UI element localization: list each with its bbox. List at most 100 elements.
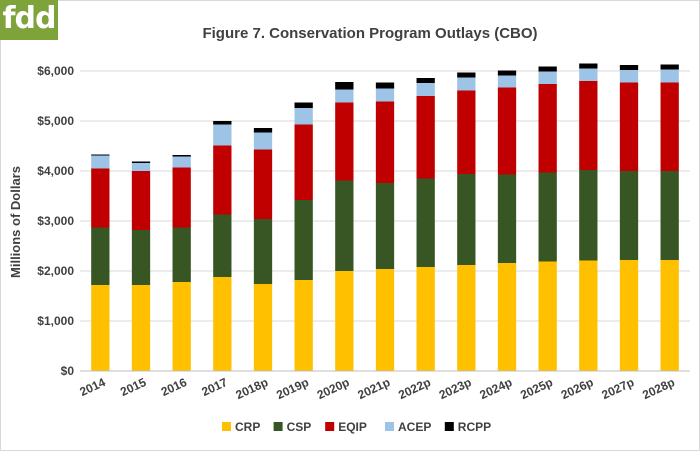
bar-segment-acep-2018p: [253, 132, 273, 150]
bar-segment-eqip-2019p: [294, 124, 313, 200]
bar-segment-csp-2017: [213, 214, 232, 277]
x-tick-label: 2026p: [559, 375, 596, 402]
bar-segment-crp-2020p: [335, 271, 354, 371]
legend-swatch-acep: [385, 422, 394, 431]
bar-segment-acep-2014: [91, 155, 110, 169]
x-tick-label: 2025p: [518, 375, 555, 402]
y-tick-labels: $0 $1,000 $2,000 $3,000 $4,000 $5,000 $6,000: [37, 64, 74, 378]
bar-segment-acep-2020p: [335, 89, 354, 103]
bar-segment-crp-2024p: [497, 263, 517, 371]
bar-segment-acep-2026p: [579, 68, 598, 81]
x-tick-label: 2027p: [600, 375, 637, 402]
bar-segment-csp-2023p: [457, 174, 476, 265]
bar-segment-rcpp-2019p: [294, 102, 313, 108]
legend-swatch-csp: [273, 422, 283, 431]
bar-segment-csp-2019p: [294, 200, 313, 280]
y-tick-label: $6,000: [37, 64, 74, 78]
x-tick-label: 2020p: [315, 375, 352, 402]
legend-label-acep: ACEP: [398, 420, 431, 434]
bar-segment-rcpp-2016: [172, 155, 191, 157]
y-tick-label: $5,000: [37, 114, 74, 128]
x-tick-label: 2017: [199, 375, 229, 399]
bar-segment-acep-2028p: [660, 69, 679, 83]
x-tick-label: 2015: [118, 375, 148, 399]
bar-segment-acep-2019p: [294, 108, 313, 125]
y-tick-label: $3,000: [37, 214, 74, 228]
bar-segment-rcpp-2022p: [416, 78, 435, 83]
bar-segment-csp-2024p: [497, 174, 517, 263]
y-tick-label: $4,000: [37, 164, 74, 178]
bar-segment-crp-2022p: [416, 267, 435, 371]
y-tick-label: $1,000: [37, 314, 74, 328]
bar-segment-acep-2017: [213, 124, 232, 146]
bar-segment-crp-2023p: [457, 265, 476, 371]
bar-segment-rcpp-2026p: [579, 63, 598, 69]
x-tick-label: 2028p: [640, 375, 677, 402]
bar-segment-eqip-2020p: [335, 102, 354, 181]
bar-segment-crp-2018p: [253, 284, 273, 371]
bar-segment-acep-2023p: [457, 77, 476, 91]
legend-swatch-eqip: [325, 422, 335, 431]
bar-segment-csp-2018p: [253, 219, 273, 284]
bar-segment-acep-2015: [131, 163, 151, 171]
bar-segment-rcpp-2015: [131, 161, 151, 163]
bar-segment-acep-2027p: [619, 70, 639, 83]
bar-segment-eqip-2025p: [538, 84, 557, 173]
bar-segment-crp-2015: [131, 285, 151, 371]
bar-segment-crp-2019p: [294, 280, 313, 371]
x-tick-label: 2018p: [234, 375, 271, 402]
bar-segment-eqip-2022p: [416, 96, 435, 179]
bar-segment-csp-2025p: [538, 172, 557, 262]
bar-segment-crp-2017: [213, 277, 232, 371]
bar-segment-crp-2016: [172, 282, 191, 371]
y-tick-label: $2,000: [37, 264, 74, 278]
legend: CRP CSP EQIP ACEP RCPP: [222, 420, 491, 434]
bar-segment-eqip-2018p: [253, 149, 273, 219]
bar-segment-csp-2028p: [660, 171, 679, 260]
bar-segment-csp-2015: [131, 230, 151, 285]
x-tick-label: 2023p: [437, 375, 474, 402]
bar-segment-acep-2021p: [375, 88, 395, 102]
x-tick-label: 2024p: [478, 375, 515, 402]
bars: [91, 63, 679, 371]
x-tick-label: 2022p: [396, 375, 433, 402]
legend-label-crp: CRP: [235, 420, 260, 434]
bar-segment-crp-2027p: [619, 260, 639, 371]
bar-segment-rcpp-2027p: [619, 65, 639, 70]
y-tick-label: $0: [61, 364, 75, 378]
bar-segment-acep-2025p: [538, 71, 557, 84]
bar-segment-eqip-2026p: [579, 81, 598, 170]
bar-segment-rcpp-2018p: [253, 128, 273, 133]
legend-swatch-crp: [222, 422, 231, 431]
bar-segment-csp-2016: [172, 227, 191, 282]
bar-segment-eqip-2021p: [375, 101, 395, 183]
bar-segment-csp-2021p: [375, 183, 395, 269]
bar-segment-eqip-2023p: [457, 90, 476, 174]
chart-title: Figure 7. Conservation Program Outlays (…: [202, 25, 537, 42]
bar-segment-rcpp-2021p: [375, 82, 395, 89]
bar-segment-rcpp-2020p: [335, 82, 354, 90]
bar-segment-eqip-2024p: [497, 87, 517, 175]
x-tick-label: 2021p: [356, 375, 393, 402]
bar-segment-csp-2014: [91, 227, 110, 285]
legend-label-rcpp: RCPP: [458, 420, 491, 434]
bar-segment-csp-2022p: [416, 178, 435, 267]
x-tick-label: 2014: [77, 375, 107, 399]
bar-segment-rcpp-2014: [91, 154, 110, 156]
bar-segment-rcpp-2024p: [497, 70, 517, 76]
bar-segment-crp-2025p: [538, 261, 557, 371]
bar-segment-eqip-2028p: [660, 82, 679, 171]
bar-segment-crp-2021p: [375, 269, 395, 371]
legend-swatch-rcpp: [444, 422, 454, 431]
bar-segment-csp-2027p: [619, 171, 639, 260]
bar-segment-eqip-2027p: [619, 82, 639, 171]
legend-label-eqip: EQIP: [338, 420, 367, 434]
bar-segment-acep-2016: [172, 156, 191, 168]
bar-segment-acep-2024p: [497, 75, 517, 88]
y-axis-label: Millions of Dollars: [8, 166, 23, 278]
bar-segment-eqip-2017: [213, 145, 232, 215]
bar-segment-crp-2026p: [579, 260, 598, 371]
bar-segment-acep-2022p: [416, 83, 435, 96]
x-tick-labels: 2014 2015 2016 2017 2018p 2019p 2020p 2021p 2022…: [77, 375, 676, 402]
